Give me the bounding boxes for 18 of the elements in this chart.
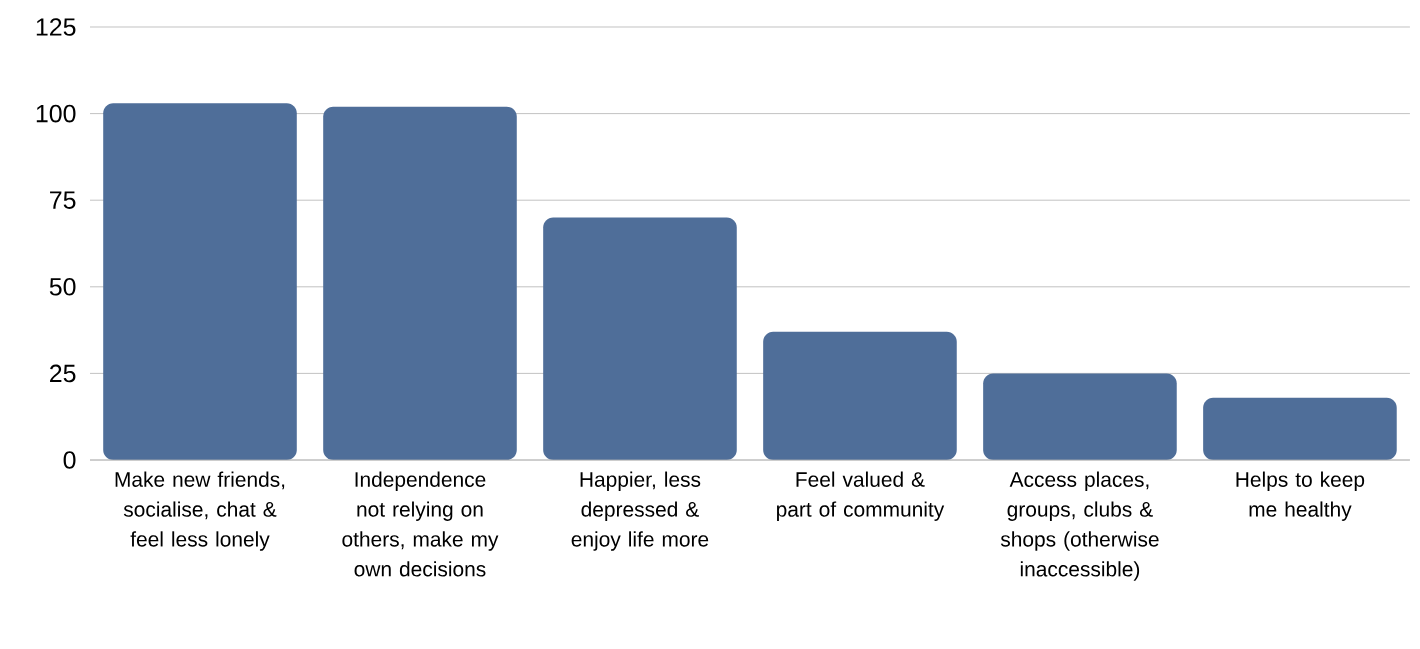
x-tick-label: Happier, less depressed & enjoy life more [571, 471, 709, 551]
y-tick-label: 100 [36, 104, 76, 123]
x-tick-label: Helps to keep me healthy [1236, 471, 1365, 521]
bar [983, 373, 1177, 460]
y-tick-label: 50 [49, 277, 76, 296]
bar [543, 217, 737, 460]
y-tick-label: 25 [50, 364, 76, 383]
bar [323, 106, 517, 460]
y-tick-label: 75 [50, 191, 76, 209]
y-tick-label: 0 [63, 451, 76, 469]
x-tick-label: Access places, groups, clubs & shops (otherwise inaccessible) [1000, 471, 1159, 581]
x-tick-label: Independence not relying on others, make my own decisions [342, 471, 499, 577]
bar [763, 331, 957, 460]
bar [103, 103, 297, 460]
bar [1203, 397, 1397, 460]
x-tick-label: Feel valued & part of community [777, 471, 945, 521]
y-tick-label: 125 [36, 18, 76, 36]
x-tick-label: Make new friends, socialise, chat & feel less lonely [115, 471, 285, 551]
